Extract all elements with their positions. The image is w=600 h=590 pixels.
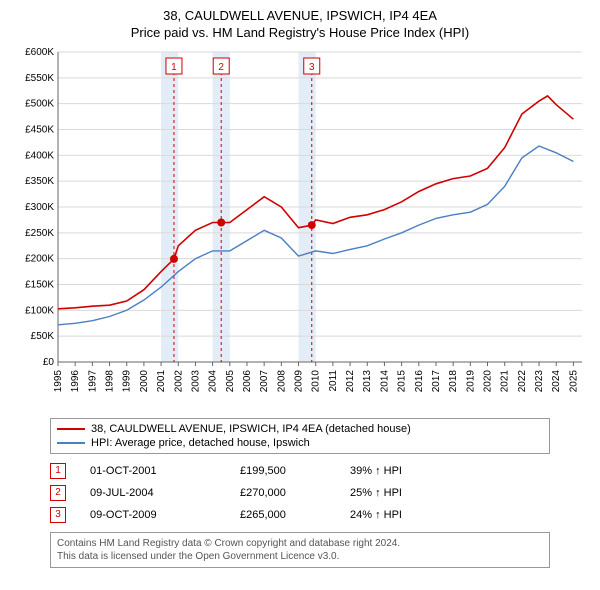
sale-price: £199,500 <box>240 465 350 477</box>
legend-row: 38, CAULDWELL AVENUE, IPSWICH, IP4 4EA (… <box>57 422 543 436</box>
svg-text:£300K: £300K <box>25 202 54 213</box>
sale-marker-box: 2 <box>50 485 66 501</box>
svg-text:£200K: £200K <box>25 254 54 265</box>
sale-date: 01-OCT-2001 <box>90 465 240 477</box>
sale-marker-box: 1 <box>50 463 66 479</box>
sale-price: £270,000 <box>240 487 350 499</box>
svg-text:2020: 2020 <box>483 369 494 392</box>
svg-text:2014: 2014 <box>379 369 390 392</box>
svg-text:£350K: £350K <box>25 176 54 187</box>
svg-text:1: 1 <box>171 62 177 73</box>
svg-text:£600K: £600K <box>25 47 54 58</box>
svg-text:2009: 2009 <box>294 369 305 392</box>
svg-text:1998: 1998 <box>105 369 116 392</box>
svg-text:£150K: £150K <box>25 279 54 290</box>
sale-row: 1 01-OCT-2001£199,50039% ↑ HPI <box>50 460 550 482</box>
footer-line-1: Contains HM Land Registry data © Crown c… <box>57 537 543 550</box>
chart-subtitle: Price paid vs. HM Land Registry's House … <box>10 25 590 40</box>
svg-text:2012: 2012 <box>345 369 356 392</box>
svg-text:£450K: £450K <box>25 124 54 135</box>
svg-text:2000: 2000 <box>139 369 150 392</box>
svg-text:2019: 2019 <box>465 369 476 392</box>
svg-text:2011: 2011 <box>328 369 339 391</box>
chart-title: 38, CAULDWELL AVENUE, IPSWICH, IP4 4EA <box>10 8 590 25</box>
svg-text:2: 2 <box>218 62 224 73</box>
svg-text:£100K: £100K <box>25 305 54 316</box>
svg-text:£0: £0 <box>43 357 55 368</box>
svg-text:2015: 2015 <box>397 369 408 392</box>
footer-note: Contains HM Land Registry data © Crown c… <box>50 532 550 568</box>
footer-line-2: This data is licensed under the Open Gov… <box>57 550 543 563</box>
svg-text:2021: 2021 <box>500 369 511 392</box>
svg-text:1995: 1995 <box>53 369 64 392</box>
sale-diff: 24% ↑ HPI <box>350 509 550 521</box>
svg-text:2002: 2002 <box>173 369 184 392</box>
sale-date: 09-JUL-2004 <box>90 487 240 499</box>
svg-text:2023: 2023 <box>534 369 545 392</box>
svg-text:2001: 2001 <box>156 369 167 392</box>
svg-text:2013: 2013 <box>362 369 373 392</box>
legend-swatch <box>57 442 85 444</box>
sale-diff: 39% ↑ HPI <box>350 465 550 477</box>
svg-text:2008: 2008 <box>276 369 287 392</box>
svg-text:2005: 2005 <box>225 369 236 392</box>
svg-text:3: 3 <box>309 62 315 73</box>
svg-text:2004: 2004 <box>208 369 219 392</box>
svg-text:1999: 1999 <box>122 369 133 392</box>
sale-row: 2 09-JUL-2004£270,00025% ↑ HPI <box>50 482 550 504</box>
sales-table: 1 01-OCT-2001£199,50039% ↑ HPI 2 09-JUL-200… <box>50 460 550 526</box>
svg-text:£500K: £500K <box>25 99 54 110</box>
sale-row: 3 09-OCT-2009£265,00024% ↑ HPI <box>50 504 550 526</box>
page-container: 38, CAULDWELL AVENUE, IPSWICH, IP4 4EA P… <box>0 0 600 572</box>
chart-area: £0 £50K £100K £150K £200K £250K £300K £350K £400… <box>10 46 590 414</box>
sale-marker-box: 3 <box>50 507 66 523</box>
svg-text:2003: 2003 <box>190 369 201 392</box>
svg-text:£50K: £50K <box>31 331 55 342</box>
sale-price: £265,000 <box>240 509 350 521</box>
legend-label: 38, CAULDWELL AVENUE, IPSWICH, IP4 4EA (… <box>91 423 411 435</box>
svg-text:2016: 2016 <box>414 369 425 392</box>
svg-text:1997: 1997 <box>87 369 98 392</box>
svg-text:2010: 2010 <box>311 369 322 392</box>
sale-date: 09-OCT-2009 <box>90 509 240 521</box>
svg-text:2018: 2018 <box>448 369 459 392</box>
line-chart: £0 £50K £100K £150K £200K £250K £300K £350K £400… <box>10 46 590 414</box>
svg-text:1996: 1996 <box>70 369 81 392</box>
legend: 38, CAULDWELL AVENUE, IPSWICH, IP4 4EA (… <box>50 418 550 454</box>
legend-label: HPI: Average price, detached house, Ipsw… <box>91 437 310 449</box>
svg-text:2024: 2024 <box>551 369 562 392</box>
legend-row: HPI: Average price, detached house, Ipsw… <box>57 436 543 450</box>
svg-text:2006: 2006 <box>242 369 253 392</box>
svg-text:£550K: £550K <box>25 73 54 84</box>
legend-swatch <box>57 428 85 430</box>
svg-text:2022: 2022 <box>517 369 528 392</box>
svg-text:2007: 2007 <box>259 369 270 392</box>
svg-text:£400K: £400K <box>25 150 54 161</box>
sale-diff: 25% ↑ HPI <box>350 487 550 499</box>
svg-text:£250K: £250K <box>25 228 54 239</box>
svg-text:2025: 2025 <box>568 369 579 392</box>
svg-text:2017: 2017 <box>431 369 442 392</box>
